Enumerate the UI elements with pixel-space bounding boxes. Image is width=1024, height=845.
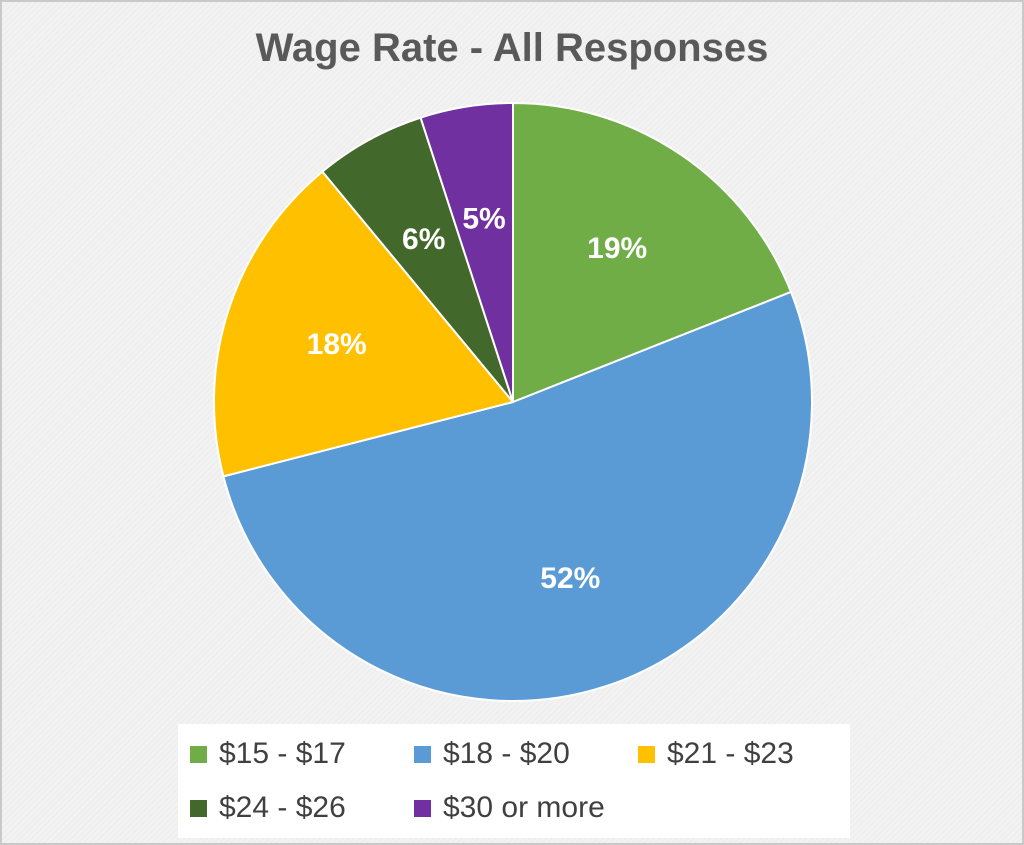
- data-label-15-17: 19%: [587, 232, 647, 265]
- legend-item-15-17: $15 - $17: [190, 734, 346, 774]
- pie-slice-15-17: [512, 102, 792, 403]
- data-label-18-20: 52%: [540, 562, 600, 595]
- legend-label-18-20: $18 - $20: [443, 737, 570, 770]
- legend-swatch-30-or-more: [414, 799, 431, 817]
- legend-swatch-21-23: [638, 745, 655, 763]
- pie-slice-30-or-more: [419, 102, 514, 403]
- legend: $15 - $17 $18 - $20 $21 - $23 $24 - $26 …: [178, 724, 850, 838]
- data-label-24-26: 6%: [402, 223, 445, 256]
- pie-slice-21-23: [213, 170, 514, 478]
- data-label-30-or-more: 5%: [462, 202, 505, 235]
- pie-data-labels: 19% 52% 18% 6% 5%: [307, 202, 648, 594]
- legend-label-15-17: $15 - $17: [219, 737, 346, 770]
- legend-swatch-15-17: [190, 745, 207, 763]
- legend-item-21-23: $21 - $23: [638, 734, 794, 774]
- legend-label-21-23: $21 - $23: [667, 737, 794, 770]
- legend-item-18-20: $18 - $20: [414, 734, 570, 774]
- pie-slice-18-20: [222, 290, 813, 702]
- legend-label-30-or-more: $30 or more: [443, 791, 605, 824]
- data-label-21-23: 18%: [307, 328, 367, 361]
- legend-item-30-or-more: $30 or more: [414, 788, 605, 828]
- chart-title: Wage Rate - All Responses: [255, 26, 769, 70]
- legend-item-24-26: $24 - $26: [190, 788, 346, 828]
- legend-label-24-26: $24 - $26: [219, 791, 346, 824]
- legend-swatch-24-26: [190, 799, 207, 817]
- legend-swatch-18-20: [414, 745, 431, 763]
- pie-slices: [213, 102, 813, 702]
